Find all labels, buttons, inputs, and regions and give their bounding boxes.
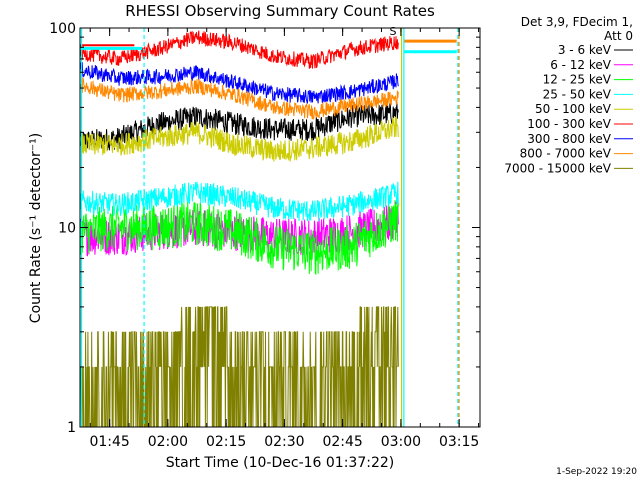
series-line-300-800 bbox=[79, 62, 399, 104]
x-tick-label: 02:15 bbox=[206, 434, 246, 450]
date-stamp: 1-Sep-2022 19:20 bbox=[556, 467, 637, 477]
axes: 01:45 02:00 02:15 02:30 02:45 03:00 03:15 1 10 10… bbox=[49, 21, 481, 450]
legend-label: 100 - 300 keV bbox=[527, 117, 611, 131]
legend-label: 800 - 7000 keV bbox=[520, 147, 612, 161]
legend-label: 300 - 800 keV bbox=[527, 132, 611, 146]
legend-label: 3 - 6 keV bbox=[558, 43, 612, 57]
legend-label: 25 - 50 keV bbox=[543, 87, 612, 101]
x-tick-label: 03:00 bbox=[381, 434, 421, 450]
annotation-s: S bbox=[390, 25, 397, 38]
chart-title: RHESSI Observing Summary Count Rates bbox=[125, 2, 435, 20]
x-tick-label: 02:45 bbox=[322, 434, 362, 450]
legend-label: 6 - 12 keV bbox=[550, 58, 612, 72]
series-line-50-100 bbox=[79, 116, 399, 162]
legend-header: Att 0 bbox=[604, 29, 633, 43]
x-tick-label: 01:45 bbox=[89, 434, 129, 450]
y-tick-label: 10 bbox=[58, 221, 76, 237]
series-line-12-25 bbox=[79, 197, 399, 276]
series-line-100-300 bbox=[79, 30, 399, 69]
legend-label: 7000 - 15000 keV bbox=[504, 161, 611, 175]
y-tick-label: 1 bbox=[67, 420, 76, 436]
y-tick-label: 100 bbox=[49, 21, 76, 37]
x-tick-label: 03:15 bbox=[439, 434, 479, 450]
legend-label: 50 - 100 keV bbox=[535, 102, 612, 116]
series-line-25-50 bbox=[79, 181, 399, 222]
y-axis-label: Count Rate (s⁻¹ detector⁻¹) bbox=[28, 133, 44, 323]
legend-label: 12 - 25 keV bbox=[543, 73, 612, 87]
x-axis-label: Start Time (10-Dec-16 01:37:22) bbox=[166, 455, 394, 471]
x-tick-label: 02:00 bbox=[148, 434, 188, 450]
x-tick-label: 02:30 bbox=[264, 434, 304, 450]
series-line-800-7000 bbox=[79, 77, 399, 120]
legend-header: Det 3,9, FDecim 1, bbox=[521, 15, 633, 29]
